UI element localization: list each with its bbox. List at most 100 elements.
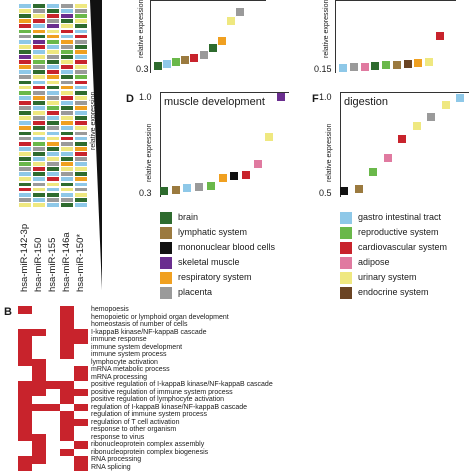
grid-cell	[47, 75, 59, 80]
go-cell	[18, 411, 32, 419]
grid-cell	[61, 29, 73, 34]
go-term: immune system process	[91, 351, 167, 358]
grid-cell	[19, 80, 31, 85]
panel-f-point	[412, 121, 421, 130]
grid-cell	[47, 65, 59, 70]
panel-c-point	[199, 51, 208, 60]
grid-cell	[47, 80, 59, 85]
panel-d-letter: D	[126, 93, 134, 105]
go-cell	[18, 358, 32, 366]
grid-cell	[75, 4, 87, 8]
go-term: ribonucleoprotein complex biogenesis	[91, 448, 209, 456]
grid-cell	[19, 75, 31, 80]
panel-d-axes	[160, 92, 289, 197]
grid-cell	[47, 9, 59, 13]
grid-cell	[19, 141, 31, 146]
grid-cell	[19, 172, 31, 177]
grid-cell	[75, 60, 87, 64]
grid-cell	[61, 131, 73, 136]
go-cell	[32, 456, 46, 464]
grid-cell	[33, 116, 45, 121]
go-cell	[60, 336, 74, 344]
grid-cell	[47, 14, 59, 19]
panel-d-point	[277, 93, 285, 101]
grid-cell	[33, 100, 45, 105]
grid-cell	[61, 60, 73, 64]
go-cell	[74, 441, 88, 449]
grid-cell	[19, 39, 31, 44]
mirna-label: hsa-miR-155	[47, 237, 58, 292]
go-term: regulation of T cell activation	[91, 418, 180, 426]
grid-cell	[19, 121, 31, 126]
go-term: immune response	[91, 336, 147, 343]
legend-swatch-lymphatic	[160, 227, 172, 239]
panel-f-point	[456, 94, 464, 102]
grid-cell	[61, 116, 73, 121]
go-term: response to virus	[91, 433, 145, 441]
grid-cell	[19, 100, 31, 105]
panel-e-point	[371, 62, 380, 71]
go-term: RNA processing	[91, 456, 142, 463]
grid-cell	[75, 19, 87, 24]
grid-cell	[33, 146, 45, 151]
grid-cell	[33, 202, 45, 207]
legend-swatch-mononuclear	[160, 242, 172, 254]
grid-cell	[33, 182, 45, 187]
grid-cell	[47, 131, 59, 136]
go-cell	[18, 433, 32, 441]
grid-cell	[19, 192, 31, 197]
panel-a-ylabel: relative expression	[90, 91, 97, 150]
panel-b-letter: B	[4, 306, 12, 318]
go-cell	[32, 441, 46, 449]
panel-e-point	[403, 60, 412, 69]
legend-label-reproductive: reproductive system	[358, 227, 439, 237]
panel-c-point	[172, 58, 181, 67]
go-cell	[74, 403, 88, 411]
panel-f-point	[427, 112, 435, 121]
go-cell	[74, 336, 88, 344]
grid-cell	[75, 95, 87, 100]
grid-cell	[75, 177, 87, 182]
grid-cell	[75, 111, 87, 115]
grid-cell	[61, 14, 73, 19]
grid-cell	[33, 85, 45, 90]
go-cell	[46, 403, 60, 411]
grid-cell	[47, 55, 59, 59]
panel-f-ylabel: relative expression	[326, 123, 333, 182]
grid-cell	[47, 197, 59, 202]
grid-cell	[47, 146, 59, 151]
grid-cell	[19, 49, 31, 54]
panel-e-point	[360, 62, 369, 71]
panel-e-ylabel: relative expression	[323, 0, 330, 58]
grid-cell	[61, 34, 73, 39]
go-cell	[46, 381, 60, 389]
go-cell	[18, 343, 32, 351]
grid-cell	[19, 85, 31, 90]
go-term: response to other organism	[91, 426, 177, 433]
grid-cell	[75, 167, 87, 172]
grid-cell	[61, 162, 73, 166]
grid-cell	[61, 100, 73, 105]
grid-cell	[47, 202, 59, 207]
panel-e-point	[382, 61, 391, 70]
grid-cell	[61, 151, 73, 156]
grid-cell	[47, 172, 59, 177]
grid-cell	[33, 49, 45, 54]
grid-cell	[19, 126, 31, 131]
grid-cell	[19, 24, 31, 29]
panel-e-axes	[335, 0, 456, 73]
grid-cell	[75, 49, 87, 54]
mirna-label: hsa-miR-146a	[61, 232, 72, 292]
go-cell	[32, 403, 46, 411]
go-cell	[60, 418, 74, 426]
grid-cell	[19, 182, 31, 187]
go-term: mRNA processing	[91, 373, 148, 381]
go-cell	[60, 328, 74, 336]
go-term: regulation of immune system process	[91, 411, 207, 418]
grid-cell	[33, 151, 45, 156]
grid-cell	[19, 65, 31, 70]
grid-cell	[19, 146, 31, 151]
panel-d-point	[265, 133, 274, 142]
grid-cell	[75, 106, 87, 110]
grid-cell	[61, 192, 73, 197]
